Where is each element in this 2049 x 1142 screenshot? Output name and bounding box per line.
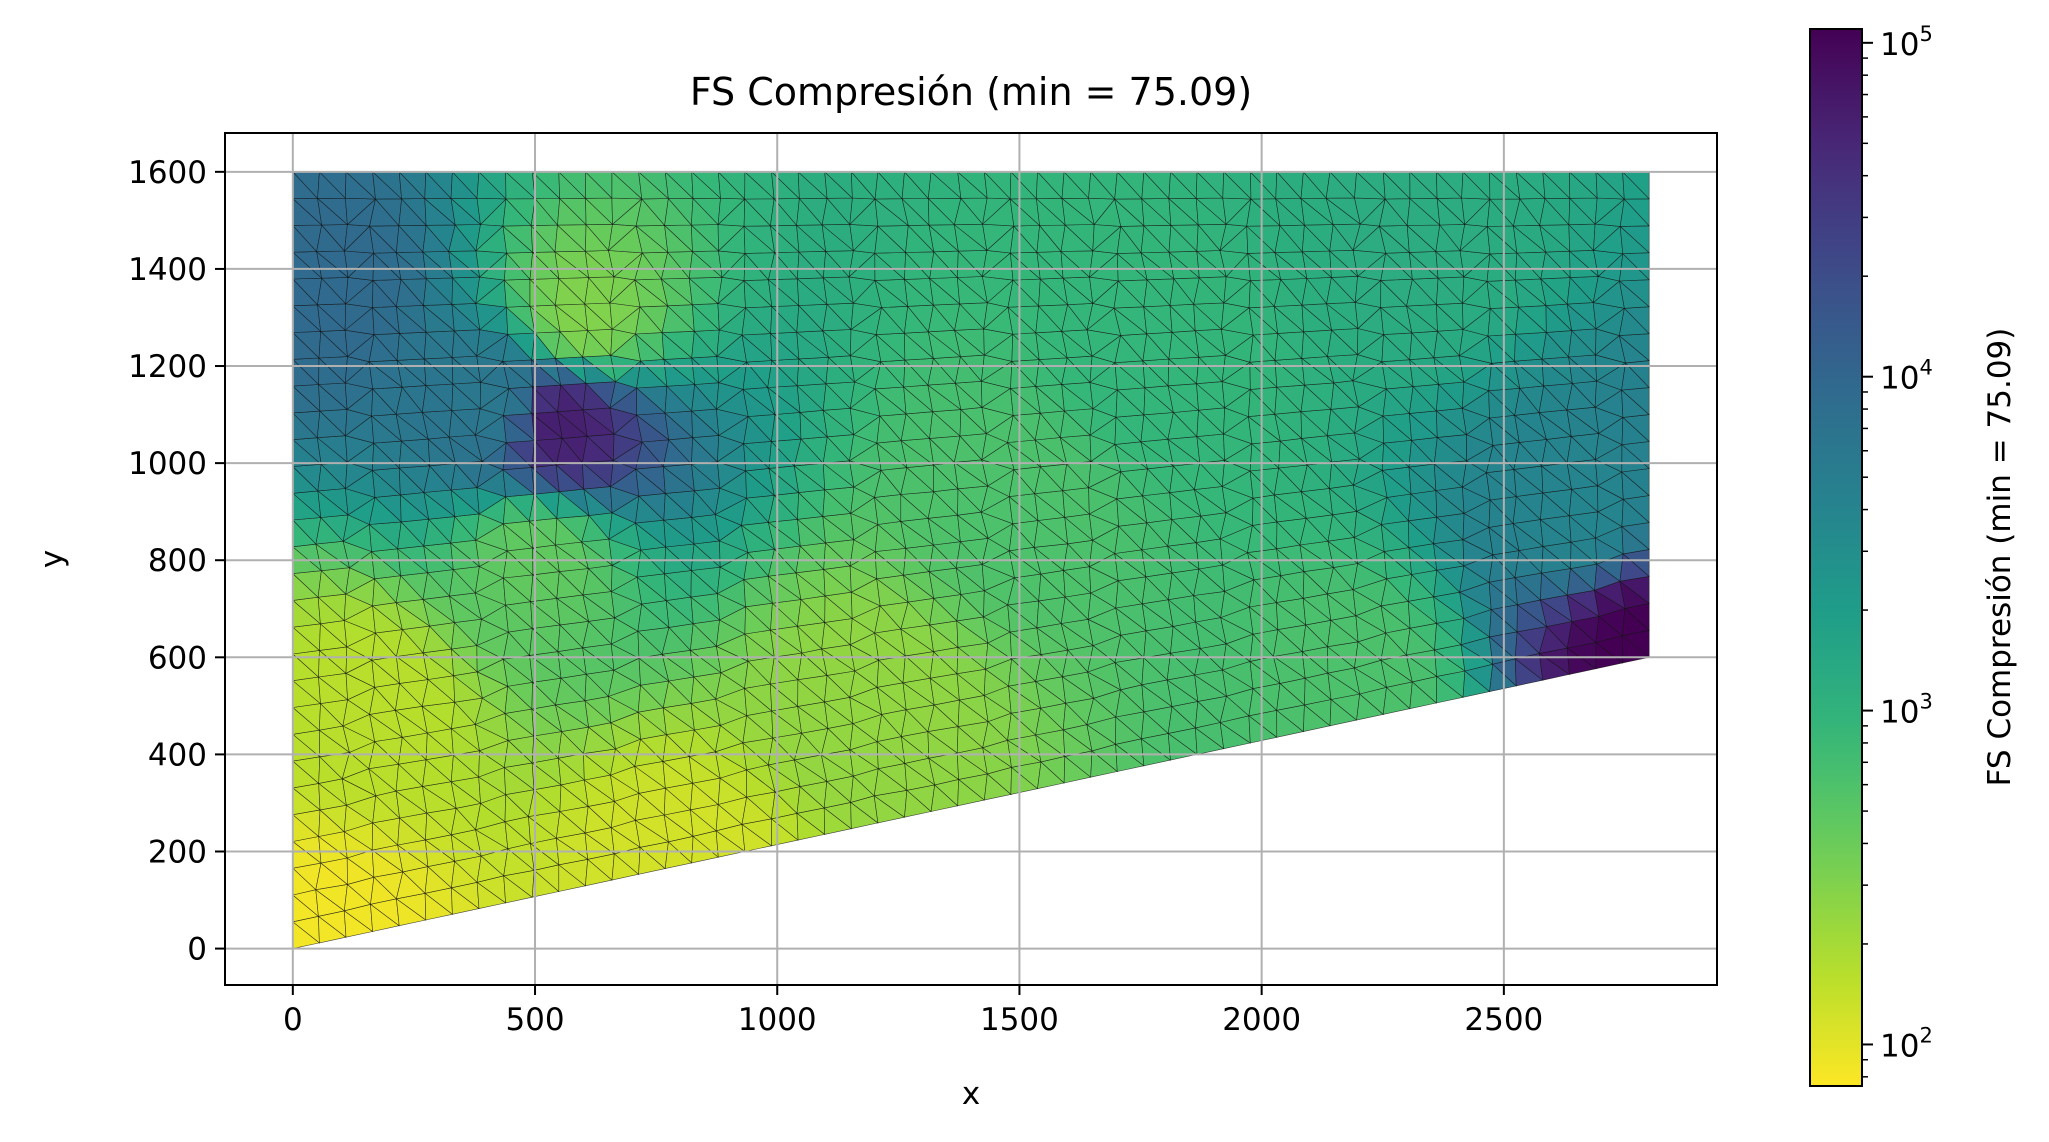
grid-layer bbox=[225, 133, 1717, 985]
colorbar-label: FS Compresión (min = 75.09) bbox=[1982, 328, 2018, 787]
y-axis-ticks: 0 200 400 600 800 1000 1200 1400 1600 bbox=[128, 155, 225, 968]
y-tick-label: 600 bbox=[148, 640, 207, 676]
y-tick-label: 800 bbox=[148, 543, 207, 579]
colorbar-tick-label: 104 bbox=[1880, 356, 1933, 397]
y-tick-label: 200 bbox=[148, 834, 207, 870]
colorbar-tick-label: 103 bbox=[1880, 690, 1933, 731]
y-tick-label: 400 bbox=[148, 737, 207, 773]
mesh-layer bbox=[292, 170, 1650, 949]
x-axis-label: x bbox=[962, 1076, 980, 1112]
x-axis-ticks: 0 500 1000 1500 2000 2500 bbox=[283, 985, 1543, 1038]
colorbar-tick-label: 102 bbox=[1880, 1023, 1933, 1064]
y-tick-label: 1400 bbox=[128, 252, 207, 288]
plot-area-frame bbox=[224, 132, 1718, 986]
x-tick-label: 2500 bbox=[1464, 1002, 1543, 1038]
x-tick-label: 1000 bbox=[738, 1002, 817, 1038]
colorbar-tick-label: 105 bbox=[1880, 22, 1933, 63]
colorbar bbox=[1809, 28, 1863, 1087]
y-tick-label: 1200 bbox=[128, 349, 207, 385]
colorbar-ticks: 102 103 104 105 bbox=[1862, 22, 1933, 1078]
x-tick-label: 500 bbox=[505, 1002, 564, 1038]
y-tick-label: 1600 bbox=[128, 155, 207, 191]
y-tick-label: 0 bbox=[187, 932, 207, 968]
x-tick-label: 0 bbox=[283, 1002, 303, 1038]
chart-title: FS Compresión (min = 75.09) bbox=[690, 70, 1252, 114]
x-tick-label: 1500 bbox=[980, 1002, 1059, 1038]
x-tick-label: 2000 bbox=[1222, 1002, 1301, 1038]
y-tick-label: 1000 bbox=[128, 446, 207, 482]
y-axis-label: y bbox=[34, 550, 70, 568]
